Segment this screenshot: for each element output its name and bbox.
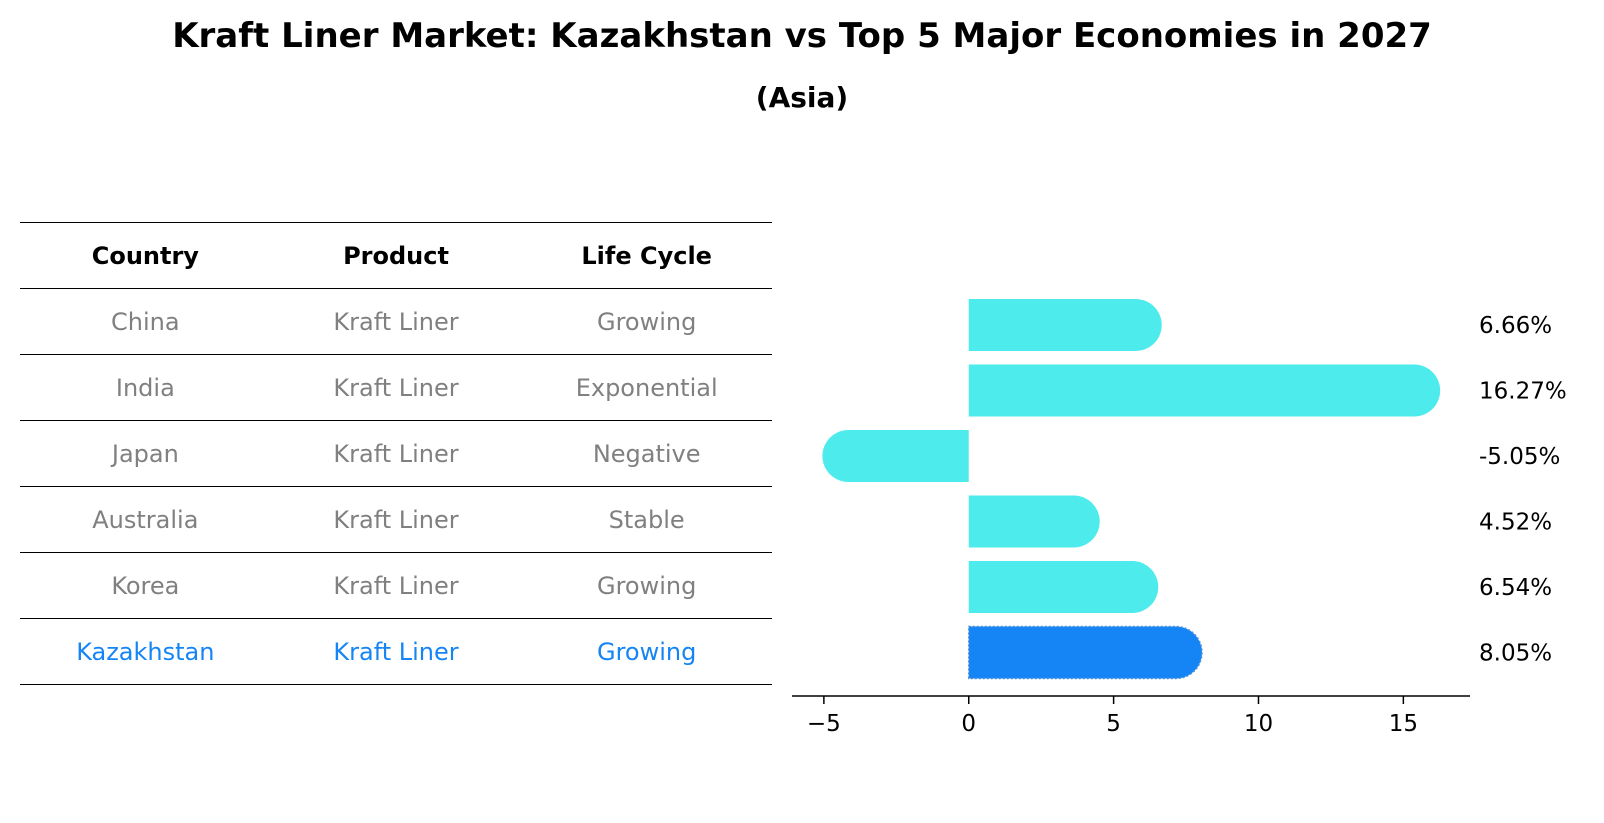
data-label: 6.54% <box>1479 575 1552 601</box>
life-cycle-cell: Growing <box>596 637 697 666</box>
bar-korea <box>968 561 1159 613</box>
country-cell: Japan <box>111 439 179 468</box>
life-cycle-cell: Exponential <box>575 373 718 402</box>
bar-india <box>968 364 1441 417</box>
country-cell: Korea <box>111 571 180 600</box>
data-label: 4.52% <box>1479 510 1552 536</box>
life-cycle-cell: Stable <box>608 505 685 534</box>
column-header-country: Country <box>91 241 199 270</box>
table-row: Kazakhstan Kraft Liner Growing <box>20 619 772 685</box>
x-tick-label: 15 <box>1389 711 1418 737</box>
data-label: 16.27% <box>1479 379 1567 405</box>
table-row: Japan Kraft Liner Negative <box>20 421 772 487</box>
data-label: 8.05% <box>1479 641 1552 667</box>
chart-subtitle: (Asia) <box>755 81 849 114</box>
table-row: China Kraft Liner Growing <box>20 289 772 355</box>
country-cell: Kazakhstan <box>76 637 215 666</box>
product-cell: Kraft Liner <box>333 373 459 402</box>
column-header-life-cycle: Life Cycle <box>581 241 712 270</box>
data-label: 6.66% <box>1479 313 1552 339</box>
column-header-product: Product <box>343 241 449 270</box>
table-row: Korea Kraft Liner Growing <box>20 553 772 619</box>
bar-china <box>968 299 1162 351</box>
chart-title: Kraft Liner Market: Kazakhstan vs Top 5 … <box>172 16 1432 56</box>
bar-kazakhstan <box>967 625 1203 680</box>
life-cycle-cell: Growing <box>596 307 697 336</box>
bar-australia <box>968 495 1100 548</box>
product-cell: Kraft Liner <box>333 571 459 600</box>
country-cell: Australia <box>92 505 199 534</box>
table-header-row: Country Product Life Cycle <box>20 223 772 289</box>
data-label: -5.05% <box>1479 444 1560 470</box>
product-cell: Kraft Liner <box>333 307 459 336</box>
bar-japan <box>822 430 969 482</box>
life-cycle-cell: Growing <box>596 571 697 600</box>
product-cell: Kraft Liner <box>333 505 459 534</box>
table-row: Australia Kraft Liner Stable <box>20 487 772 553</box>
x-tick-label: 0 <box>961 711 976 737</box>
country-cell: China <box>111 307 180 336</box>
product-cell: Kraft Liner <box>333 637 459 666</box>
table-row: India Kraft Liner Exponential <box>20 355 772 421</box>
product-cell: Kraft Liner <box>333 439 459 468</box>
country-cell: India <box>115 373 175 402</box>
x-tick-label: 5 <box>1106 711 1121 737</box>
x-tick-label: 10 <box>1244 711 1273 737</box>
comparison-table: Country Product Life Cycle China Kraft L… <box>20 222 772 685</box>
life-cycle-cell: Negative <box>592 439 701 468</box>
x-tick-label: −5 <box>807 711 841 737</box>
